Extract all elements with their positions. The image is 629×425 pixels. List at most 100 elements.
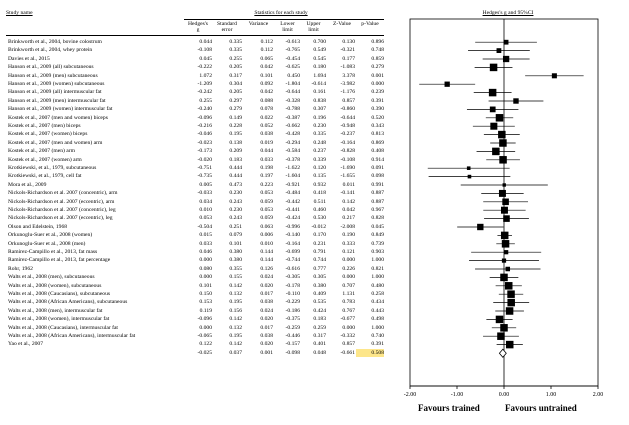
- favours-trained-label: Favours trained: [418, 403, 480, 413]
- plot-title: Hedges's g and 95%CI: [482, 10, 534, 16]
- hedges-g: 0.015: [199, 232, 212, 239]
- study-name-header: Study name: [6, 10, 33, 16]
- summary-g: -0.025: [197, 350, 212, 356]
- variance: 0.020: [260, 282, 273, 289]
- lower-limit: -0.305: [285, 274, 300, 281]
- lower-limit: -0.441: [285, 207, 300, 213]
- upper-limit: 0.161: [313, 89, 326, 96]
- study-name: Davies et al., 2015: [8, 55, 50, 62]
- variance: 0.088: [260, 97, 273, 104]
- lower-limit: -0.446: [285, 333, 300, 339]
- x-tick-label: -1.00: [451, 392, 464, 398]
- p-value: 0.903: [371, 249, 384, 255]
- variance: 0.065: [260, 55, 273, 62]
- p-value: 0.740: [371, 333, 384, 339]
- upper-limit: 0.409: [313, 291, 326, 297]
- standard-error: 0.205: [229, 89, 242, 96]
- hedges-g: -0.020: [197, 156, 212, 163]
- effect-marker: [551, 73, 557, 79]
- z-value: -0.677: [340, 316, 355, 323]
- variance: 0.223: [260, 181, 273, 188]
- col-g-header: Hedges's g: [184, 21, 212, 33]
- p-value: 0.443: [371, 307, 384, 314]
- hedges-g: 0.010: [199, 207, 212, 213]
- summary-variance: 0.001: [260, 350, 273, 356]
- upper-limit: 0.744: [313, 257, 326, 264]
- effect-marker: [513, 98, 519, 104]
- variance: 0.112: [260, 39, 273, 45]
- standard-error: 0.195: [229, 299, 242, 306]
- upper-limit: 0.170: [313, 232, 326, 239]
- standard-error: 0.251: [229, 223, 242, 230]
- study-name: Kostek et al., 2007 (men and women) arm: [8, 139, 103, 146]
- study-name: Mora et al., 2009: [8, 181, 47, 188]
- p-value: 0.859: [371, 55, 384, 62]
- variance: 0.063: [260, 223, 273, 230]
- p-value: 0.239: [371, 89, 384, 96]
- z-value: 0.177: [342, 55, 355, 62]
- lower-limit: -0.765: [285, 47, 300, 54]
- variance: 0.022: [260, 114, 273, 121]
- study-name: Walts et al., 2008 (Caucasians), intermu…: [8, 324, 118, 331]
- lower-limit: -0.744: [285, 257, 300, 264]
- study-name: Rohr, 1962: [8, 265, 33, 272]
- z-value: -0.141: [340, 190, 355, 197]
- z-value: 0.011: [342, 181, 355, 188]
- lower-limit: -0.788: [285, 106, 300, 113]
- p-value: 0.390: [371, 106, 384, 113]
- col-ul-header-line2: limit: [308, 27, 319, 33]
- standard-error: 0.132: [229, 291, 242, 297]
- col-p-header-line2: p-Value: [361, 21, 379, 27]
- upper-limit: 0.183: [313, 316, 326, 323]
- hedges-g: 0.119: [199, 307, 212, 314]
- z-value: -0.644: [340, 114, 355, 121]
- z-value: 0.217: [342, 215, 355, 222]
- effect-marker: [500, 324, 508, 332]
- hedges-g: 0.034: [199, 198, 212, 205]
- study-name: Brinkworth et al., 2004, whey protein: [8, 47, 93, 54]
- p-value: 0.498: [371, 316, 384, 323]
- variance: 0.112: [260, 47, 273, 54]
- variance: 0.144: [260, 257, 273, 264]
- z-value: -1.083: [340, 64, 355, 71]
- study-name: Kostek et al., 2007 (women) arm: [8, 156, 82, 163]
- z-value: 0.857: [342, 341, 355, 348]
- lower-limit: -1.804: [285, 81, 300, 87]
- upper-limit: 1.694: [313, 72, 326, 79]
- standard-error: 0.335: [229, 39, 242, 45]
- variance: 0.038: [260, 299, 273, 306]
- standard-error: 0.279: [229, 106, 242, 113]
- table-header-underline: [6, 35, 384, 36]
- standard-error: 0.335: [229, 47, 242, 54]
- variance: 0.038: [260, 131, 273, 138]
- p-value: 0.520: [371, 114, 384, 121]
- standard-error: 0.155: [229, 274, 242, 281]
- p-value: 0.091: [371, 165, 384, 171]
- lower-limit: -0.454: [285, 55, 300, 62]
- upper-limit: 0.120: [313, 165, 326, 171]
- col-se-header: Standard error: [212, 21, 242, 33]
- upper-limit: 0.545: [313, 55, 326, 62]
- effect-marker: [503, 39, 509, 45]
- standard-error: 0.142: [229, 341, 242, 348]
- stats-header-rule: [184, 19, 384, 20]
- study-name: Hanson et al., 2009 (men) subcutaneous: [8, 72, 98, 79]
- z-value: -0.828: [340, 148, 355, 155]
- study-name: Nickols-Richardson et al. 2007 (concentr…: [8, 207, 116, 213]
- upper-limit: -0.614: [311, 81, 326, 87]
- variance: 0.038: [260, 333, 273, 339]
- p-value: 0.258: [371, 291, 384, 297]
- upper-limit: 0.248: [313, 139, 326, 146]
- upper-limit: 0.231: [313, 240, 326, 247]
- p-value: 0.991: [371, 181, 384, 188]
- upper-limit: 0.535: [313, 299, 326, 306]
- standard-error: 0.132: [229, 324, 242, 331]
- hedges-g: 0.122: [199, 341, 212, 348]
- variance: 0.144: [260, 249, 273, 255]
- stats-title: Statistics for each study: [254, 10, 308, 16]
- z-value: -0.860: [340, 106, 355, 113]
- standard-error: 0.473: [229, 181, 242, 188]
- p-value: 0.869: [371, 139, 384, 146]
- study-name: Walts et al., 2008 (men), intermuscular …: [8, 307, 103, 314]
- standard-error: 0.243: [229, 215, 242, 222]
